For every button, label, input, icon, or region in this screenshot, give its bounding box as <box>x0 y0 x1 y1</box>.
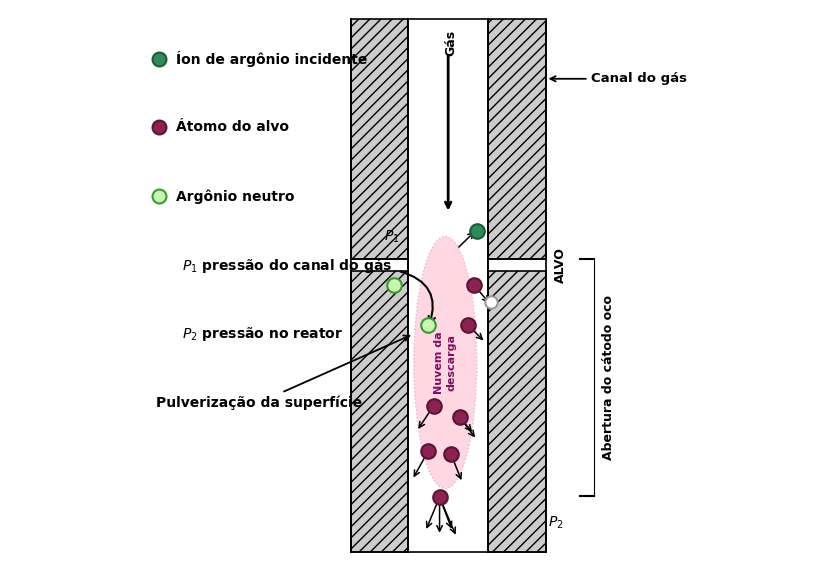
Text: $P_1$ pressão do canal do gás: $P_1$ pressão do canal do gás <box>181 256 392 275</box>
Point <box>467 281 481 290</box>
Point <box>484 298 498 307</box>
Ellipse shape <box>414 236 477 488</box>
Text: Canal do gás: Canal do gás <box>550 72 687 85</box>
Bar <box>408 271 488 552</box>
Text: Pulverização da superfície: Pulverização da superfície <box>156 336 409 410</box>
Point <box>152 54 165 63</box>
Text: $P_2$: $P_2$ <box>549 515 564 531</box>
Point <box>445 450 458 459</box>
Point <box>427 401 440 410</box>
Text: Íon de argônio incidente: Íon de argônio incidente <box>176 51 367 67</box>
Text: $P_1$: $P_1$ <box>383 228 399 245</box>
Point <box>387 281 400 290</box>
Text: Abertura do cátodo oco: Abertura do cátodo oco <box>602 295 615 460</box>
Point <box>461 321 475 330</box>
Text: ALVO: ALVO <box>554 247 566 283</box>
Point <box>470 226 483 235</box>
Bar <box>488 271 545 552</box>
Text: Átomo do alvo: Átomo do alvo <box>176 120 289 135</box>
Text: Nuvem da
descarga: Nuvem da descarga <box>435 331 456 394</box>
Bar <box>351 271 408 552</box>
FancyArrowPatch shape <box>400 271 435 323</box>
Point <box>421 447 435 456</box>
Bar <box>351 18 408 259</box>
Point <box>152 123 165 132</box>
Point <box>152 192 165 201</box>
Point <box>453 412 466 422</box>
Text: $P_2$ pressão no reator: $P_2$ pressão no reator <box>181 325 342 343</box>
Text: Argônio neutro: Argônio neutro <box>176 189 294 203</box>
Point <box>421 321 435 330</box>
Bar <box>488 18 545 259</box>
Text: Gás: Gás <box>445 30 457 56</box>
Point <box>433 492 446 502</box>
Bar <box>408 18 488 259</box>
